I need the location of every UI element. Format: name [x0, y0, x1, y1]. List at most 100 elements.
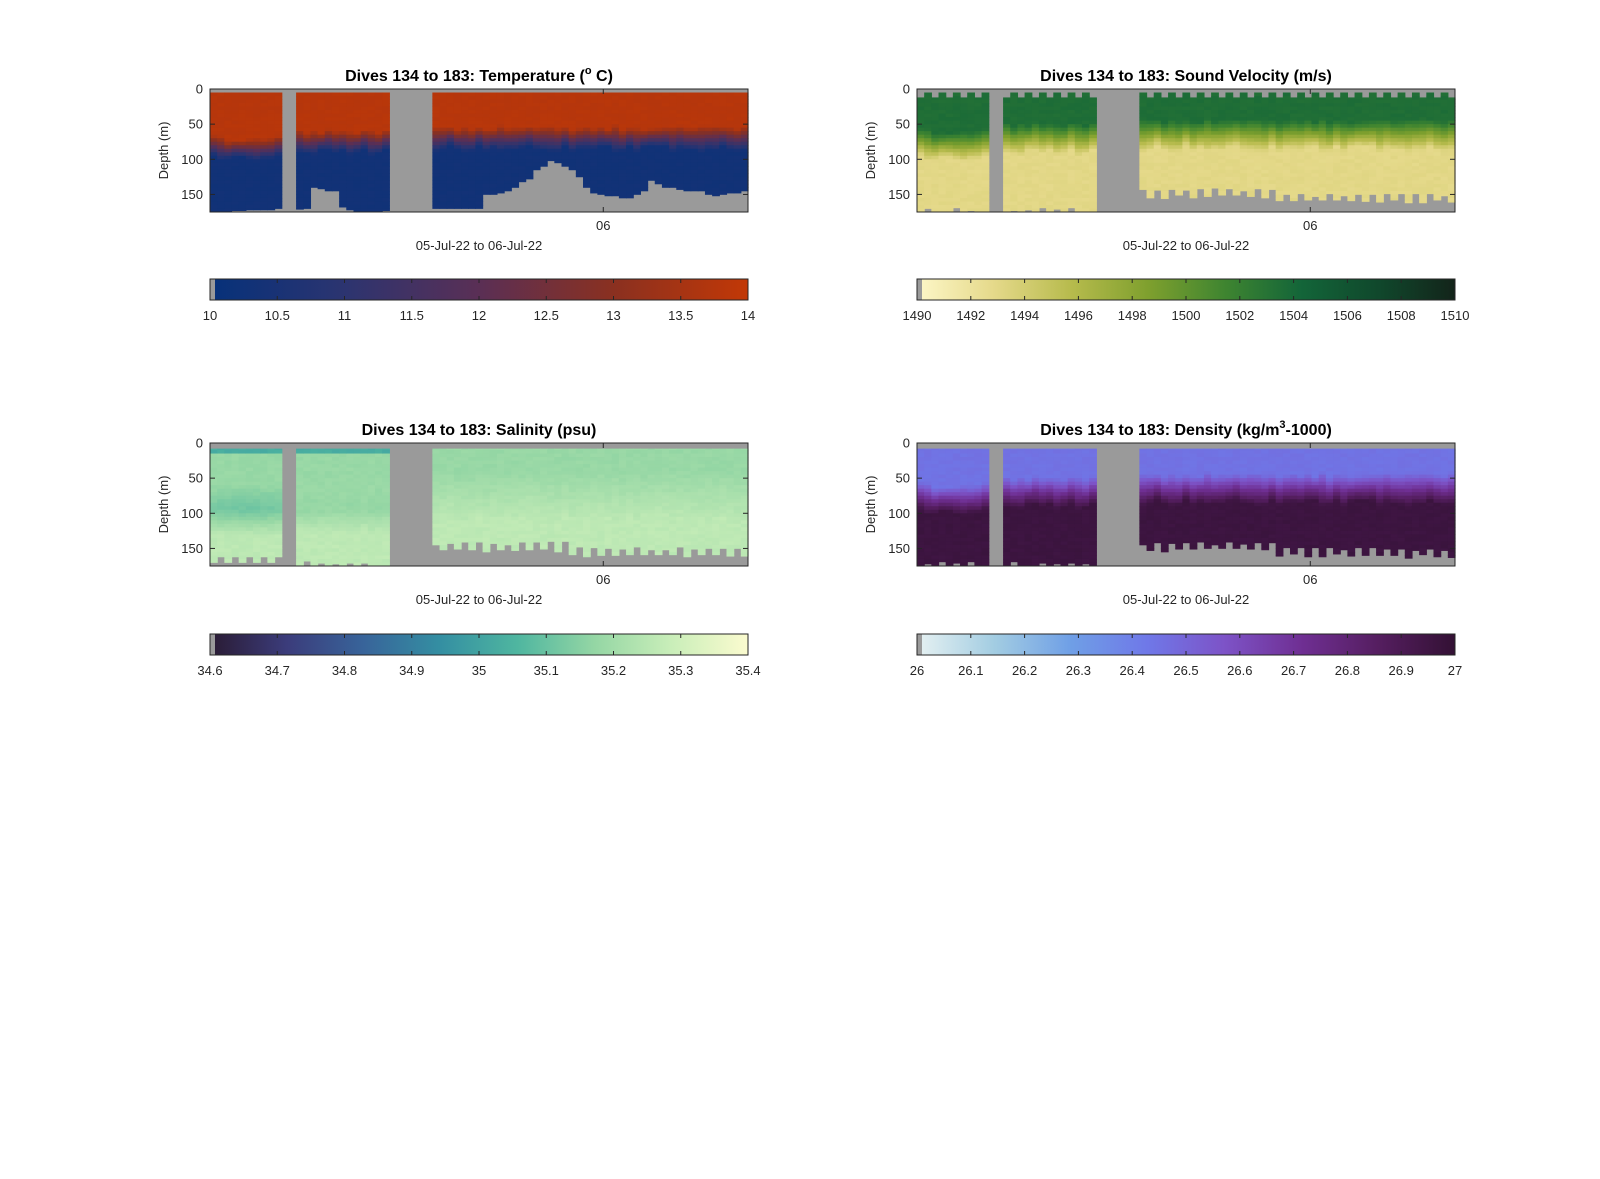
heatmap-cell	[274, 506, 283, 511]
heatmap-cell	[669, 120, 677, 125]
heatmap-cell	[231, 450, 240, 454]
heatmap-cell	[461, 103, 469, 107]
heatmap-cell	[324, 155, 333, 160]
heatmap-cell	[511, 110, 520, 114]
heatmap-cell	[1017, 204, 1026, 209]
heatmap-cell	[446, 448, 455, 451]
heatmap-cell	[245, 474, 254, 479]
heatmap-cell	[1046, 204, 1054, 209]
heatmap-cell	[676, 134, 685, 139]
heatmap-cell	[296, 478, 304, 483]
heatmap-cell	[245, 201, 254, 206]
heatmap-cell	[1376, 176, 1384, 181]
heatmap-cell	[1397, 152, 1406, 157]
heatmap-cell	[439, 103, 448, 107]
heatmap-cell	[917, 187, 925, 192]
heatmap-cell	[317, 478, 326, 483]
heatmap-cell	[432, 485, 441, 490]
heatmap-cell	[296, 467, 304, 472]
heatmap-cell	[253, 464, 261, 468]
heatmap-cell	[1189, 110, 1198, 114]
heatmap-cell	[1024, 92, 1033, 97]
heatmap-cell	[1261, 97, 1270, 100]
heatmap-cell	[382, 460, 390, 465]
heatmap-cell	[945, 152, 954, 157]
heatmap-cell	[1074, 169, 1083, 174]
heatmap-cell	[539, 145, 548, 150]
heatmap-cell	[1411, 92, 1420, 97]
heatmap-cell	[1232, 169, 1241, 174]
heatmap-cell	[1333, 148, 1341, 153]
heatmap-cell	[475, 148, 484, 153]
heatmap-cell	[1211, 180, 1219, 185]
heatmap-cell	[1089, 138, 1097, 143]
colorbar-tick-label: 1490	[903, 308, 932, 323]
heatmap-cell	[339, 534, 347, 539]
heatmap-cell	[353, 558, 362, 563]
heatmap-cell	[924, 103, 932, 107]
heatmap-cell	[981, 117, 990, 122]
heatmap-cell	[1304, 99, 1313, 104]
heatmap-cell	[532, 131, 541, 136]
heatmap-cell	[346, 460, 355, 465]
heatmap-cell	[324, 141, 333, 146]
heatmap-cell	[1017, 134, 1026, 139]
heatmap-cell	[317, 488, 326, 493]
heatmap-cell	[432, 166, 441, 171]
heatmap-cell	[590, 117, 598, 122]
heatmap-cell	[974, 180, 983, 185]
heatmap-cell	[1440, 134, 1449, 139]
heatmap-cell	[626, 183, 634, 188]
heatmap-cell	[253, 534, 261, 539]
heatmap-cell	[1383, 138, 1392, 143]
heatmap-cell	[1275, 134, 1284, 139]
heatmap-cell	[740, 159, 749, 164]
heatmap-cell	[382, 96, 390, 100]
heatmap-cell	[367, 152, 376, 157]
heatmap-cell	[1275, 187, 1284, 192]
heatmap-cell	[303, 155, 312, 160]
heatmap-cell	[1053, 117, 1062, 122]
heatmap-cell	[712, 180, 720, 185]
heatmap-cell	[267, 183, 276, 188]
heatmap-cell	[1440, 117, 1449, 122]
heatmap-cell	[654, 159, 663, 164]
heatmap-cell	[661, 145, 670, 150]
heatmap-cell	[525, 155, 534, 160]
heatmap-cell	[1053, 113, 1062, 118]
heatmap-cell	[1426, 106, 1435, 111]
heatmap-cell	[945, 127, 954, 132]
heatmap-cell	[597, 155, 606, 160]
heatmap-cell	[310, 523, 319, 528]
heatmap-cell	[1297, 155, 1305, 160]
heatmap-cell	[374, 103, 383, 107]
heatmap-cell	[296, 527, 304, 532]
heatmap-cell	[303, 162, 312, 167]
heatmap-cell	[303, 141, 312, 146]
heatmap-cell	[453, 194, 462, 199]
heatmap-cell	[719, 103, 728, 107]
heatmap-cell	[475, 110, 484, 114]
heatmap-cell	[331, 485, 340, 490]
heatmap-cell	[1146, 159, 1155, 164]
heatmap-cell	[1196, 92, 1205, 97]
heatmap-cell	[489, 96, 498, 100]
heatmap-cell	[518, 120, 527, 125]
heatmap-cell	[367, 138, 376, 143]
heatmap-cell	[253, 204, 261, 209]
heatmap-cell	[324, 173, 333, 178]
heatmap-cell	[719, 134, 728, 139]
heatmap-cell	[1189, 124, 1198, 129]
heatmap-cell	[626, 103, 634, 107]
heatmap-cell	[626, 194, 634, 199]
heatmap-cell	[1160, 124, 1169, 129]
heatmap-cell	[339, 474, 347, 479]
heatmap-cell	[382, 194, 390, 199]
heatmap-cell	[382, 201, 390, 206]
heatmap-cell	[253, 113, 261, 118]
heatmap-cell	[210, 106, 218, 111]
heatmap-cell	[245, 450, 254, 454]
heatmap-cell	[245, 453, 254, 458]
heatmap-cell	[1447, 148, 1456, 153]
heatmap-cell	[611, 155, 620, 160]
